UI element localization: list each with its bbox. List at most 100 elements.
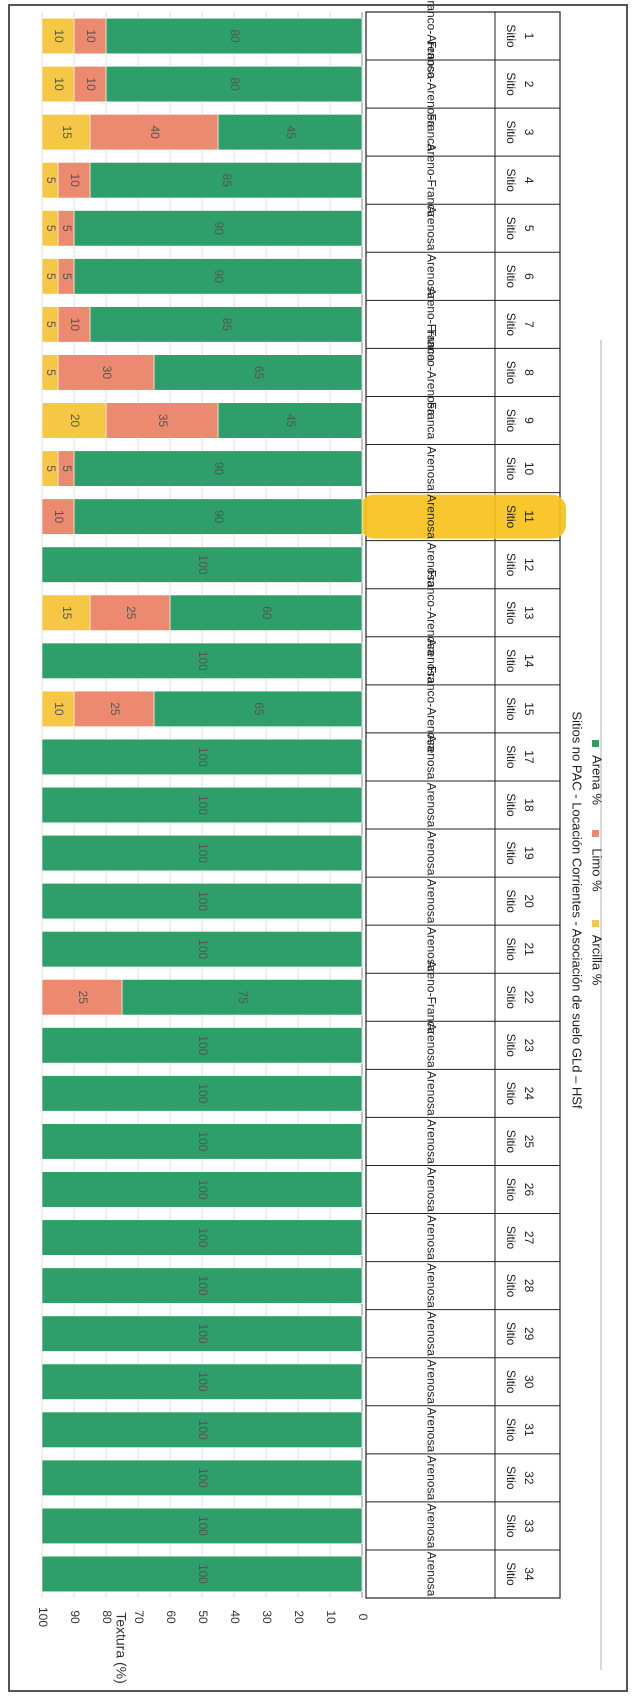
category-site-number: 28	[522, 1279, 536, 1293]
category-site-label: Sitio	[504, 361, 518, 385]
category-site-label: Sitio	[504, 1130, 518, 1154]
data-label-arena: 60	[260, 606, 274, 620]
bar-segment-arena	[41, 1315, 363, 1352]
bar-segment-arena	[41, 931, 363, 968]
data-label-arena: 100	[196, 939, 210, 959]
category-texture-label: Areno-Franca	[424, 144, 438, 218]
category-site-label: Sitio	[504, 1274, 518, 1298]
data-label-arena: 100	[196, 1516, 210, 1536]
data-label-arena: 100	[196, 843, 210, 863]
category-site-label: Sitio	[504, 553, 518, 577]
y-tick-label: 70	[132, 1610, 146, 1624]
bar-segment-limo	[73, 17, 107, 55]
bar-segment-arena	[217, 402, 363, 439]
data-label-arena: 100	[196, 1276, 210, 1296]
bar-segment-arcilla	[41, 114, 91, 151]
category-site-number: 4	[522, 177, 536, 184]
category-site-label: Sitio	[504, 24, 518, 48]
category-site-number: 21	[522, 943, 536, 957]
data-label-arcilla: 5	[44, 465, 58, 472]
data-label-arena: 100	[196, 1083, 210, 1103]
bar-segment-arena	[41, 1027, 363, 1064]
category-site-label: Sitio	[504, 217, 518, 241]
category-texture-label: Arenosa	[424, 783, 438, 828]
data-label-limo: 10	[84, 77, 98, 91]
category-site-number: 30	[522, 1375, 536, 1389]
bar-segment-arena	[41, 1123, 363, 1160]
bar-segment-arena	[153, 354, 363, 391]
bar-segment-arena	[73, 210, 363, 247]
category-texture-label: Arenosa	[424, 494, 438, 539]
data-label-arcilla: 5	[44, 177, 58, 184]
data-label-arena: 85	[220, 174, 234, 188]
data-label-limo: 5	[60, 225, 74, 232]
category-texture-label: Franco-Arenosa	[424, 329, 438, 415]
category-site-number: 10	[522, 462, 536, 476]
category-site-number: 6	[522, 273, 536, 280]
bar-segment-arena	[89, 306, 363, 343]
category-texture-label: Arenosa	[424, 254, 438, 299]
data-label-arena: 75	[236, 991, 250, 1005]
data-label-arcilla: 10	[52, 29, 66, 43]
legend-label-limo: Limo %	[590, 848, 605, 892]
bar-segment-arena	[105, 66, 363, 103]
category-site-number: 26	[522, 1183, 536, 1197]
y-tick-label: 0	[356, 1614, 370, 1621]
category-texture-label: Arenosa	[424, 446, 438, 491]
bar-segment-arena	[41, 1219, 363, 1256]
bar-segment-arcilla	[41, 354, 59, 391]
category-texture-label: Arenosa	[424, 1071, 438, 1116]
category-site-number: 1	[522, 33, 536, 40]
data-label-arena: 100	[196, 1420, 210, 1440]
category-site-label: Sitio	[504, 1226, 518, 1250]
category-site-number: 7	[522, 321, 536, 328]
bar-segment-arena	[41, 546, 363, 583]
bar-segment-arcilla	[41, 402, 107, 439]
data-label-limo: 10	[68, 174, 82, 188]
data-label-arcilla: 5	[44, 225, 58, 232]
category-site-number: 8	[522, 369, 536, 376]
data-label-arena: 90	[212, 270, 226, 284]
data-label-arena: 100	[196, 1468, 210, 1488]
category-site-label: Sitio	[504, 1034, 518, 1058]
category-texture-label: Arenosa	[424, 927, 438, 972]
category-texture-label: Franca	[424, 402, 438, 440]
bar-segment-arena	[41, 1411, 363, 1448]
legend-label-arcilla: Arcilla %	[590, 935, 605, 986]
category-site-label: Sitio	[504, 1370, 518, 1394]
data-label-arena: 100	[196, 1564, 210, 1584]
category-texture-label: Arenosa	[424, 1263, 438, 1308]
bar-segment-arena	[89, 162, 363, 199]
bar-segment-arcilla	[41, 258, 59, 295]
bar-segment-arcilla	[41, 210, 59, 247]
data-label-arena: 100	[196, 1179, 210, 1199]
category-site-number: 29	[522, 1327, 536, 1341]
bar-segment-limo	[73, 690, 155, 727]
bar-segment-arena	[41, 1267, 363, 1304]
bar-segment-limo	[41, 498, 75, 535]
category-site-number: 2	[522, 81, 536, 88]
category-site-label: Sitio	[504, 1514, 518, 1538]
bar-segment-arena	[121, 979, 363, 1016]
y-tick-label: 30	[260, 1610, 274, 1624]
category-site-number: 18	[522, 798, 536, 812]
data-label-limo: 10	[84, 29, 98, 43]
category-site-number: 11	[522, 510, 536, 523]
category-site-label: Sitio	[504, 313, 518, 337]
category-texture-label: Arenosa	[424, 1407, 438, 1452]
category-texture-label: Franco-Arenosa	[424, 666, 438, 752]
data-label-arena: 80	[228, 29, 242, 43]
data-label-arcilla: 5	[44, 369, 58, 376]
category-texture-label: Franca	[424, 113, 438, 151]
legend-swatch-arena	[592, 740, 599, 747]
bar-segment-arena	[41, 786, 363, 824]
category-site-label: Sitio	[504, 1082, 518, 1106]
data-label-arcilla: 15	[60, 606, 74, 620]
legend-label-arena: Arena %	[590, 755, 605, 805]
category-site-number: 15	[522, 702, 536, 716]
data-label-arena: 100	[196, 1228, 210, 1248]
category-site-label: Sitio	[504, 1322, 518, 1346]
data-label-limo: 35	[156, 414, 170, 428]
data-label-arena: 90	[212, 222, 226, 236]
